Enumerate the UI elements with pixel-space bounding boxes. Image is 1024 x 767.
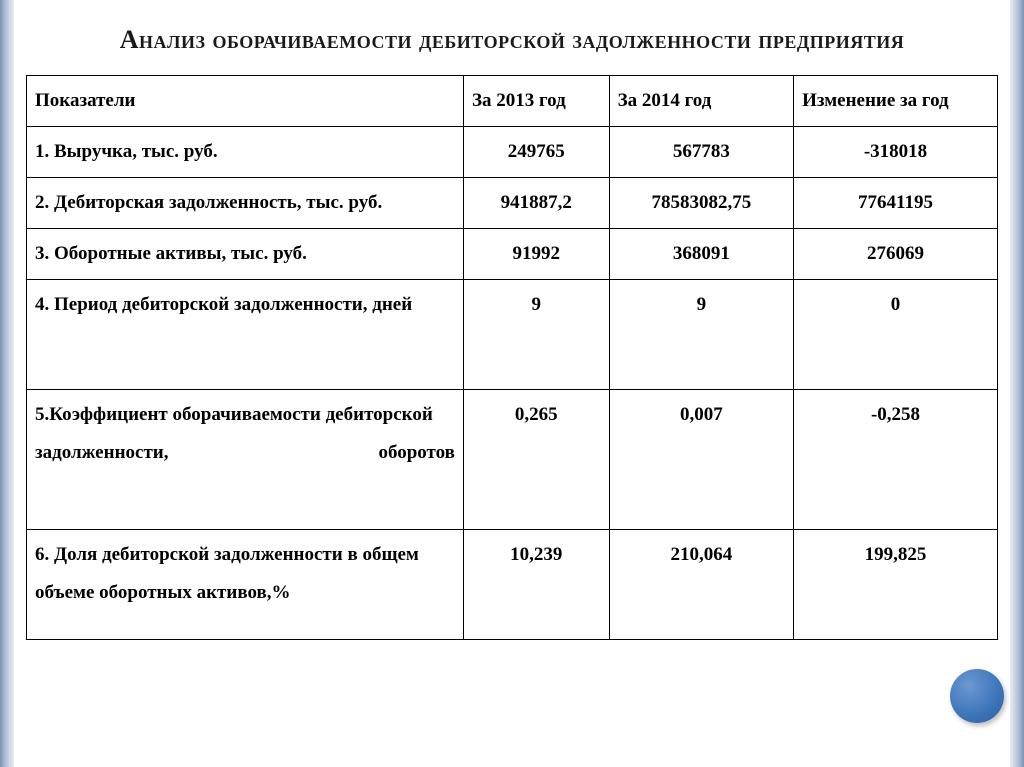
cell-2013: 941887,2 <box>463 178 609 229</box>
table-row: 2. Дебиторская задолженность, тыс. руб. … <box>27 178 998 229</box>
slide-title: Анализ оборачиваемости дебиторской задол… <box>26 22 998 57</box>
table-row: 4. Период дебиторской задолженности, дне… <box>27 280 998 390</box>
col-header-indicator: Показатели <box>27 76 464 127</box>
slide-content: Анализ оборачиваемости дебиторской задол… <box>14 0 1010 767</box>
table-row: 1. Выручка, тыс. руб. 249765 567783 -318… <box>27 127 998 178</box>
row-label: 5.Коэффициент оборачиваемости дебиторско… <box>27 390 464 530</box>
cell-2014: 0,007 <box>609 390 793 530</box>
cell-delta: 77641195 <box>794 178 998 229</box>
table-row: 6. Доля дебиторской задолженности в обще… <box>27 530 998 640</box>
decor-stripe-left <box>0 0 14 767</box>
row-label: 6. Доля дебиторской задолженности в обще… <box>27 530 464 640</box>
cell-delta: -0,258 <box>794 390 998 530</box>
cell-2013: 9 <box>463 280 609 390</box>
col-header-2013: За 2013 год <box>463 76 609 127</box>
data-table: Показатели За 2013 год За 2014 год Измен… <box>26 75 998 640</box>
table-row: 5.Коэффициент оборачиваемости дебиторско… <box>27 390 998 530</box>
row-label: 3. Оборотные активы, тыс. руб. <box>27 229 464 280</box>
row-label: 1. Выручка, тыс. руб. <box>27 127 464 178</box>
row-label: 2. Дебиторская задолженность, тыс. руб. <box>27 178 464 229</box>
cell-delta: 199,825 <box>794 530 998 640</box>
table-header-row: Показатели За 2013 год За 2014 год Измен… <box>27 76 998 127</box>
cell-2013: 10,239 <box>463 530 609 640</box>
cell-2014: 368091 <box>609 229 793 280</box>
cell-2013: 249765 <box>463 127 609 178</box>
cell-2014: 9 <box>609 280 793 390</box>
cell-delta: 0 <box>794 280 998 390</box>
col-header-2014: За 2014 год <box>609 76 793 127</box>
table-row: 3. Оборотные активы, тыс. руб. 91992 368… <box>27 229 998 280</box>
slide: Анализ оборачиваемости дебиторской задол… <box>0 0 1024 767</box>
decor-stripe-right <box>1010 0 1024 767</box>
cell-2013: 0,265 <box>463 390 609 530</box>
cell-2014: 567783 <box>609 127 793 178</box>
cell-2014: 78583082,75 <box>609 178 793 229</box>
accent-circle-icon <box>950 669 1004 723</box>
cell-delta: -318018 <box>794 127 998 178</box>
col-header-delta: Изменение за год <box>794 76 998 127</box>
cell-2014: 210,064 <box>609 530 793 640</box>
row-label: 4. Период дебиторской задолженности, дне… <box>27 280 464 390</box>
cell-2013: 91992 <box>463 229 609 280</box>
cell-delta: 276069 <box>794 229 998 280</box>
